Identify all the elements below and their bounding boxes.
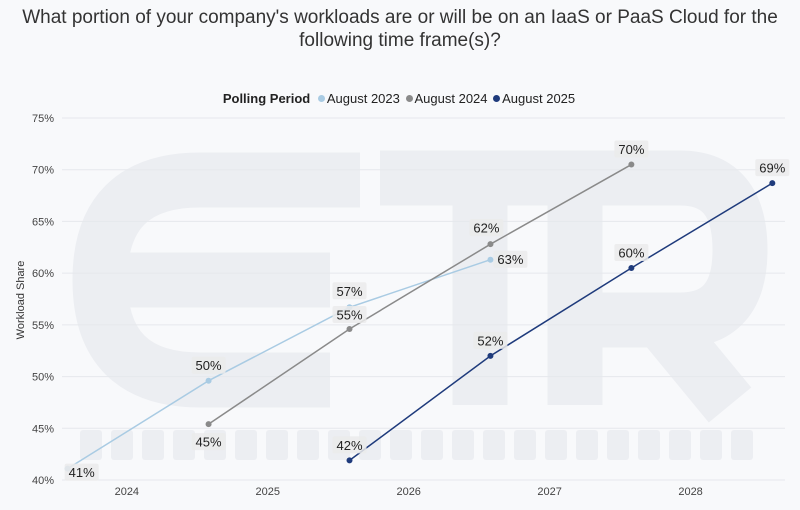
watermark-tagline-glyph bbox=[390, 430, 412, 460]
y-tick-label: 65% bbox=[32, 216, 54, 228]
x-tick-label: 2028 bbox=[678, 486, 702, 498]
data-point bbox=[346, 457, 353, 464]
data-point bbox=[628, 161, 635, 168]
watermark-tagline-glyph bbox=[235, 430, 257, 460]
watermark-tagline-glyph bbox=[452, 430, 474, 460]
data-point bbox=[205, 377, 212, 384]
data-point bbox=[487, 256, 494, 263]
watermark-tagline-glyph bbox=[700, 430, 722, 460]
watermark-r-shape bbox=[547, 150, 768, 423]
legend-item-august-2023[interactable]: August 2023 bbox=[317, 91, 400, 106]
data-label-background bbox=[493, 250, 528, 268]
watermark-tagline-glyph bbox=[514, 430, 536, 460]
data-label: 45% bbox=[196, 435, 222, 450]
x-tick-label: 2026 bbox=[396, 486, 420, 498]
data-point bbox=[769, 180, 776, 187]
data-label-background bbox=[64, 463, 99, 481]
data-label-background bbox=[191, 433, 226, 451]
legend-marker-icon bbox=[493, 95, 501, 102]
watermark-tagline-glyph bbox=[266, 430, 288, 460]
series-line-august-2023 bbox=[67, 258, 491, 470]
data-label-background bbox=[469, 219, 504, 237]
data-label-background bbox=[191, 356, 226, 374]
data-label: 60% bbox=[618, 245, 644, 260]
data-point bbox=[487, 352, 494, 359]
y-tick-label: 45% bbox=[32, 423, 54, 435]
legend-item-august-2024[interactable]: August 2024 bbox=[405, 91, 488, 106]
data-label: 70% bbox=[618, 142, 644, 157]
watermark-tagline-glyph bbox=[297, 430, 319, 460]
watermark-tagline-glyph bbox=[545, 430, 567, 460]
watermark-tagline-glyph bbox=[576, 430, 598, 460]
y-tick-label: 75% bbox=[32, 113, 54, 125]
x-tick-label: 2025 bbox=[256, 486, 280, 498]
data-label: 63% bbox=[497, 252, 523, 267]
legend-label: August 2024 bbox=[414, 91, 488, 106]
legend-title: Polling Period bbox=[222, 91, 311, 106]
data-label: 55% bbox=[336, 307, 362, 322]
series-line-august-2024 bbox=[208, 163, 632, 425]
data-label-background bbox=[332, 282, 367, 300]
series-line-august-2025 bbox=[349, 182, 773, 461]
data-point bbox=[346, 325, 353, 332]
legend-marker-icon bbox=[405, 95, 413, 102]
watermark-e-shape bbox=[72, 152, 360, 408]
data-point bbox=[487, 241, 494, 248]
watermark-tagline-glyph bbox=[607, 430, 629, 460]
y-tick-label: 50% bbox=[32, 372, 54, 384]
legend-label: August 2023 bbox=[326, 91, 400, 106]
y-tick-label: 55% bbox=[32, 320, 54, 332]
chart-title: What portion of your company's workloads… bbox=[22, 7, 778, 51]
data-label-background bbox=[614, 140, 649, 158]
data-label: 57% bbox=[336, 284, 362, 299]
data-label-background bbox=[755, 159, 790, 177]
watermark-tagline-glyph bbox=[173, 430, 195, 460]
data-label: 42% bbox=[336, 438, 362, 453]
y-tick-label: 60% bbox=[32, 268, 54, 280]
data-label: 52% bbox=[477, 333, 503, 348]
watermark-tagline-glyph bbox=[80, 430, 102, 460]
watermark-tagline-glyph bbox=[421, 430, 443, 460]
data-label: 50% bbox=[196, 358, 222, 373]
data-label-background bbox=[332, 436, 367, 454]
watermark-tagline-glyph bbox=[669, 430, 691, 460]
y-tick-label: 70% bbox=[32, 165, 54, 177]
data-label: 69% bbox=[759, 161, 785, 176]
y-tick-label: 40% bbox=[32, 475, 54, 487]
y-axis-label: Workload Share bbox=[15, 261, 27, 340]
data-label-background bbox=[473, 331, 508, 349]
x-tick-label: 2024 bbox=[115, 486, 139, 498]
watermark-t-shape bbox=[380, 150, 580, 405]
x-tick-label: 2027 bbox=[537, 486, 561, 498]
legend-marker-icon bbox=[317, 95, 325, 102]
watermark-tagline-glyph bbox=[638, 430, 660, 460]
data-label-background bbox=[332, 305, 367, 323]
watermark-tagline-glyph bbox=[731, 430, 753, 460]
data-point bbox=[205, 421, 212, 428]
data-point bbox=[628, 264, 635, 271]
legend-item-august-2025[interactable]: August 2025 bbox=[493, 91, 575, 106]
data-label: 41% bbox=[69, 465, 95, 480]
watermark-logo bbox=[72, 150, 768, 423]
legend-label: August 2025 bbox=[502, 91, 576, 106]
data-label: 62% bbox=[473, 221, 499, 236]
watermark-tagline bbox=[80, 430, 753, 460]
watermark-tagline-glyph bbox=[483, 430, 505, 460]
watermark-tagline-glyph bbox=[142, 430, 164, 460]
data-label-background bbox=[614, 243, 649, 261]
legend: Polling Period August 2023 August 2024 A… bbox=[0, 91, 800, 106]
